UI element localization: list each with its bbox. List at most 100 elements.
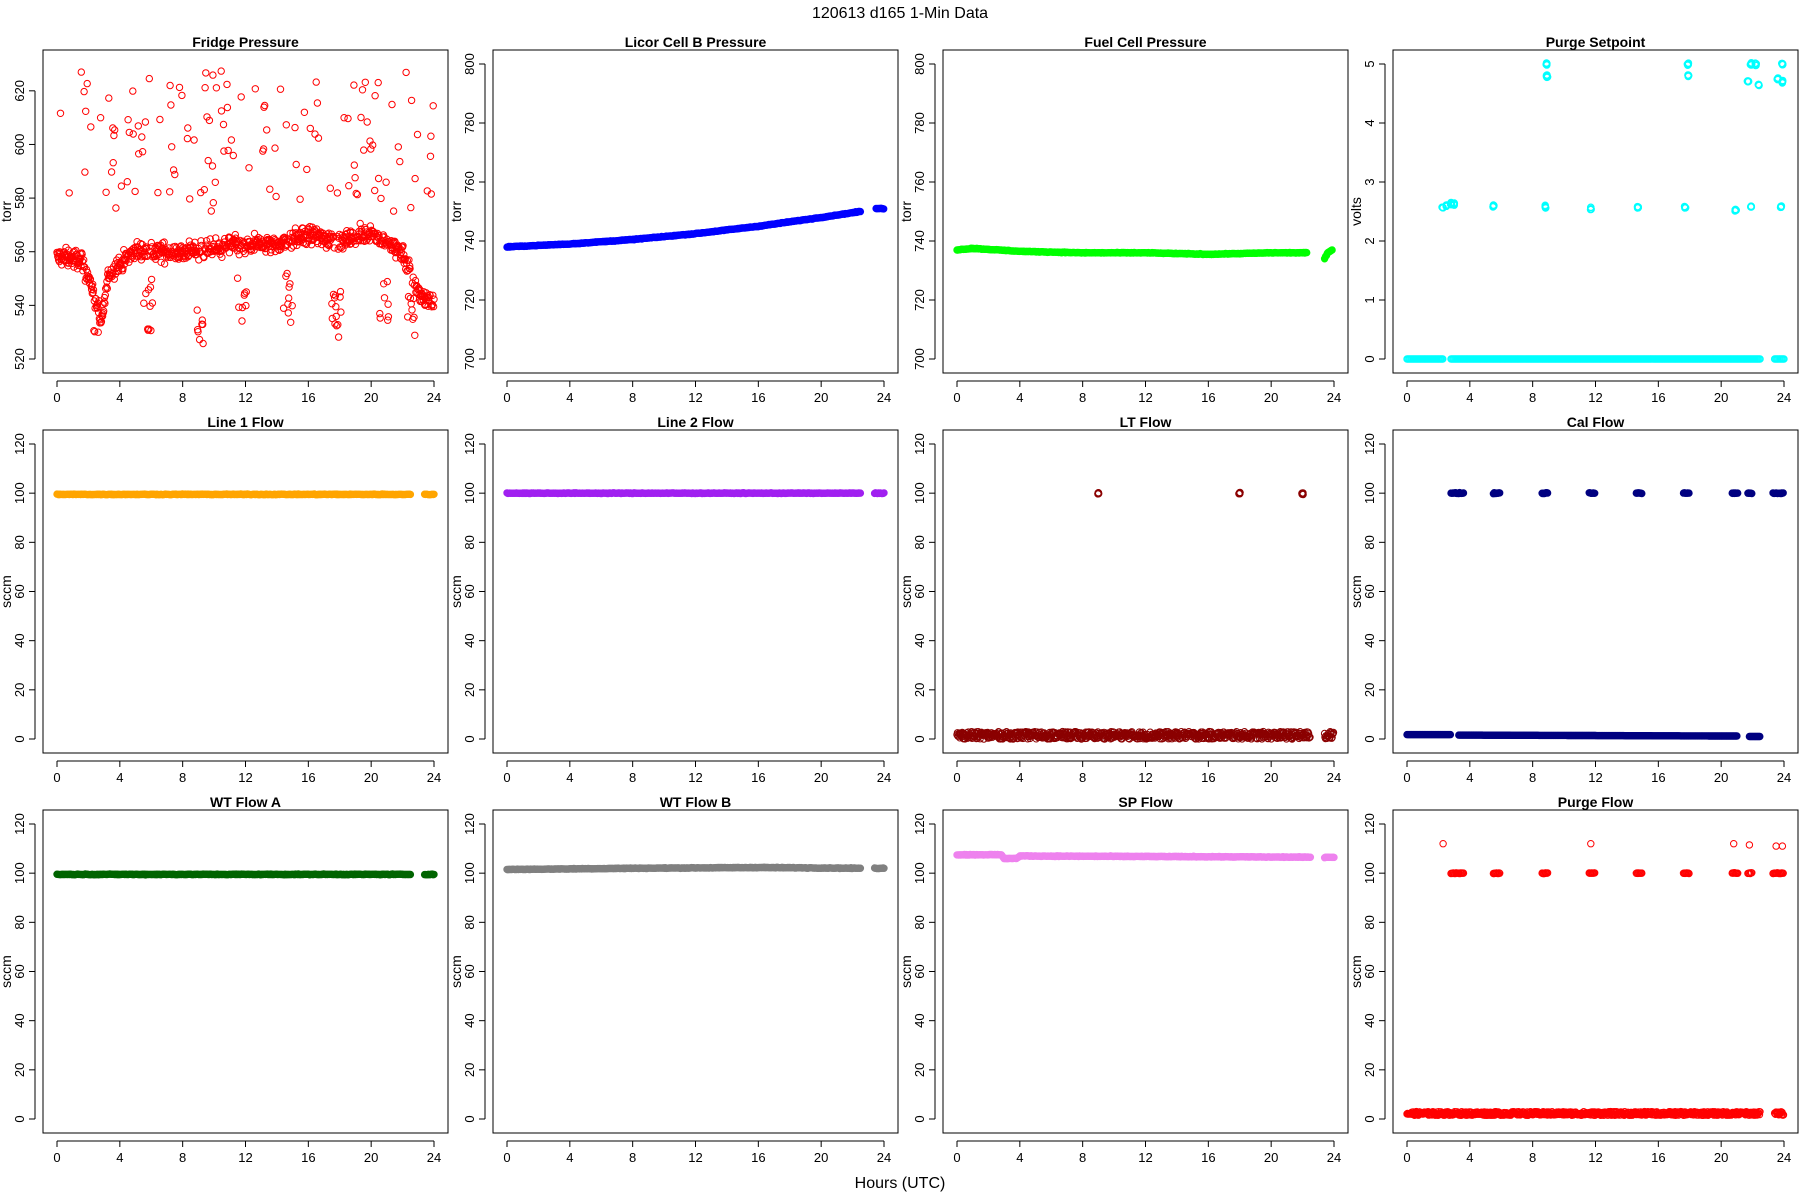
- data-point: [311, 130, 319, 138]
- x-tick-label: 20: [814, 770, 828, 785]
- data-point: [285, 294, 293, 302]
- y-tick-label: 20: [912, 683, 927, 697]
- plot-frame: [42, 49, 449, 374]
- data-point: [207, 207, 216, 215]
- data-point: [404, 292, 413, 301]
- x-tick-label: 20: [1714, 770, 1728, 785]
- y-tick-label: 2: [1362, 237, 1377, 244]
- x-tick-label: 12: [238, 770, 252, 785]
- data-point: [394, 143, 402, 151]
- y-tick-label: 100: [912, 482, 927, 504]
- data-point: [856, 489, 865, 497]
- data-point: [166, 81, 174, 90]
- data-point: [138, 133, 146, 141]
- data-point: [288, 302, 296, 310]
- data-point: [112, 204, 120, 212]
- x-tick-label: 24: [877, 390, 891, 405]
- data-point: [241, 289, 249, 297]
- data-point: [109, 159, 117, 167]
- x-tick-label: 24: [427, 390, 441, 405]
- data-point: [430, 295, 438, 303]
- data-point: [107, 168, 116, 176]
- x-tick-label: 16: [1201, 770, 1215, 785]
- data-point: [332, 312, 340, 321]
- y-tick-label: 5: [1362, 60, 1377, 67]
- data-point: [239, 247, 248, 256]
- data-point: [237, 93, 245, 101]
- y-tick-label: 540: [12, 295, 27, 317]
- data-point: [209, 199, 218, 207]
- y-tick-label: 80: [912, 535, 927, 549]
- data-point: [312, 78, 320, 86]
- data-point: [283, 269, 291, 278]
- y-tick-label: 800: [912, 53, 927, 75]
- data-point: [193, 306, 201, 314]
- y-axis-label: sccm: [0, 575, 14, 608]
- x-tick-label: 12: [1588, 770, 1602, 785]
- data-point: [384, 313, 393, 321]
- x-tick-label: 24: [427, 770, 441, 785]
- data-point: [145, 74, 154, 83]
- y-tick-label: 760: [912, 171, 927, 193]
- data-point: [110, 131, 118, 140]
- series-points: [953, 488, 1338, 743]
- data-point: [411, 331, 419, 339]
- x-tick-label: 12: [238, 390, 252, 405]
- data-point: [212, 234, 220, 242]
- data-point: [427, 132, 435, 140]
- x-tick-label: 8: [1529, 770, 1536, 785]
- data-point: [129, 130, 137, 138]
- data-point: [91, 328, 99, 336]
- y-tick-label: 80: [1362, 535, 1377, 549]
- data-point: [147, 326, 155, 335]
- data-point: [88, 289, 97, 298]
- data-point: [1496, 489, 1504, 497]
- data-point: [380, 294, 389, 302]
- y-tick-label: 40: [1362, 633, 1377, 647]
- x-tick-label: 8: [1079, 390, 1086, 405]
- data-point: [330, 244, 338, 252]
- x-tick-label: 16: [1651, 770, 1665, 785]
- data-point: [123, 178, 132, 186]
- data-point: [199, 339, 207, 348]
- data-point: [223, 80, 231, 89]
- panel-title: Cal Flow: [1567, 414, 1625, 430]
- data-point: [292, 160, 300, 169]
- data-point: [192, 247, 200, 255]
- y-tick-label: 80: [12, 535, 27, 549]
- data-point: [314, 134, 323, 142]
- data-point: [199, 320, 207, 329]
- data-point: [282, 121, 290, 129]
- data-point: [358, 86, 367, 94]
- data-point: [145, 325, 153, 333]
- plot-frame: [1392, 429, 1799, 754]
- y-tick-label: 100: [12, 862, 27, 884]
- data-point: [166, 188, 174, 196]
- data-point: [1638, 489, 1646, 498]
- x-tick-label: 0: [1403, 390, 1410, 405]
- data-point: [263, 126, 271, 134]
- data-point: [407, 203, 415, 212]
- data-point: [167, 101, 175, 109]
- data-point: [360, 146, 368, 154]
- y-tick-label: 560: [12, 241, 27, 263]
- data-point: [65, 189, 73, 197]
- data-point: [384, 316, 392, 324]
- data-point: [131, 187, 139, 196]
- data-point: [208, 162, 217, 170]
- data-point: [353, 190, 362, 199]
- data-point: [389, 207, 398, 215]
- x-tick-label: 8: [1529, 390, 1536, 405]
- x-tick-label: 4: [566, 390, 573, 405]
- data-point: [406, 490, 415, 499]
- x-tick-label: 0: [953, 770, 960, 785]
- data-point: [151, 255, 160, 263]
- data-point: [428, 300, 437, 309]
- data-point: [329, 290, 338, 299]
- y-tick-label: 40: [12, 633, 27, 647]
- data-point: [376, 314, 384, 322]
- data-point: [363, 118, 371, 126]
- data-point: [374, 174, 383, 183]
